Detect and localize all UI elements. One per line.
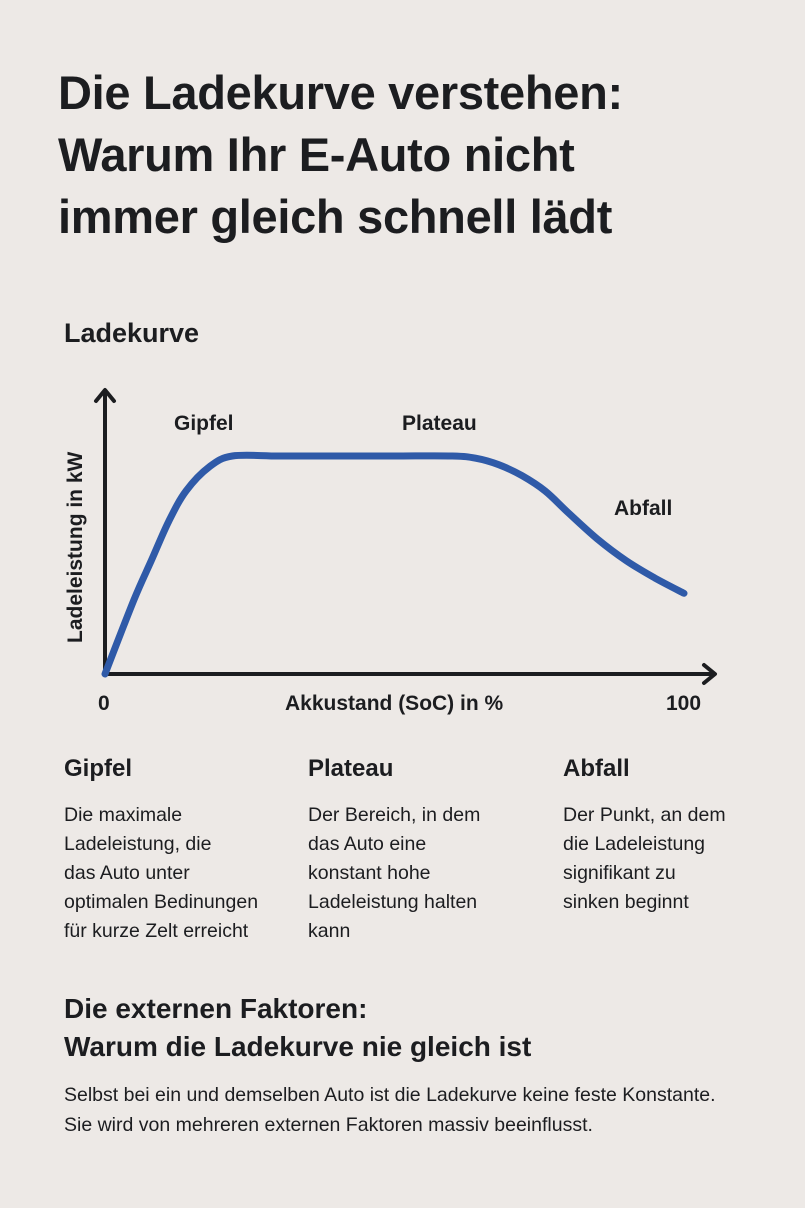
charging-curve-line: [101, 451, 688, 678]
factors-heading-line-1: Die externen Faktoren:: [64, 993, 368, 1024]
definition-text: Die maximale Ladeleistung, die das Auto …: [64, 804, 259, 942]
factors-heading-line-2: Warum die Ladekurve nie gleich ist: [64, 1031, 532, 1062]
x-axis-arrow-icon: [702, 663, 717, 685]
definition-text: Der Bereich, in dem das Auto eine konsta…: [308, 804, 481, 942]
definition-term: Plateau: [308, 755, 394, 782]
main-title-line-1: Die Ladekurve verstehen:: [58, 66, 623, 119]
factors-body: Selbst bei ein und demselben Auto ist di…: [64, 1084, 716, 1136]
annotation-plateau: Plateau: [402, 412, 477, 435]
definition-text: Der Punkt, an dem die Ladeleistung signi…: [563, 804, 726, 913]
annotation-peak: Gipfel: [174, 412, 234, 435]
annotation-drop: Abfall: [614, 497, 672, 520]
definition-peak: Gipfel Die maximale Ladeleistung, die da…: [64, 755, 299, 946]
definition-term: Abfall: [563, 755, 630, 782]
definition-term: Gipfel: [64, 755, 133, 782]
x-tick-max: 100: [666, 692, 701, 715]
definition-plateau: Plateau Der Bereich, in dem das Auto ein…: [308, 755, 548, 946]
chart-title: Ladekurve: [64, 318, 200, 348]
y-axis-label: Ladeleistung in kW: [64, 451, 87, 643]
y-axis-arrow-icon: [94, 388, 116, 403]
main-title-line-2: Warum Ihr E-Auto nicht: [58, 128, 575, 181]
x-axis-label: Akkustand (SoC) in %: [285, 692, 504, 715]
x-tick-min: 0: [98, 692, 110, 715]
factors-heading: Die externen Faktoren: Warum die Ladekur…: [64, 990, 764, 1066]
charging-curve-chart: Gipfel Plateau Abfall Ladeleistung in kW…: [64, 388, 717, 715]
main-title: Die Ladekurve verstehen: Warum Ihr E-Aut…: [58, 62, 778, 248]
main-title-line-3: immer gleich schnell lädt: [58, 190, 613, 243]
definition-drop: Abfall Der Punkt, an dem die Ladeleistun…: [563, 755, 763, 917]
external-factors-section: Die externen Faktoren: Warum die Ladekur…: [64, 990, 764, 1140]
